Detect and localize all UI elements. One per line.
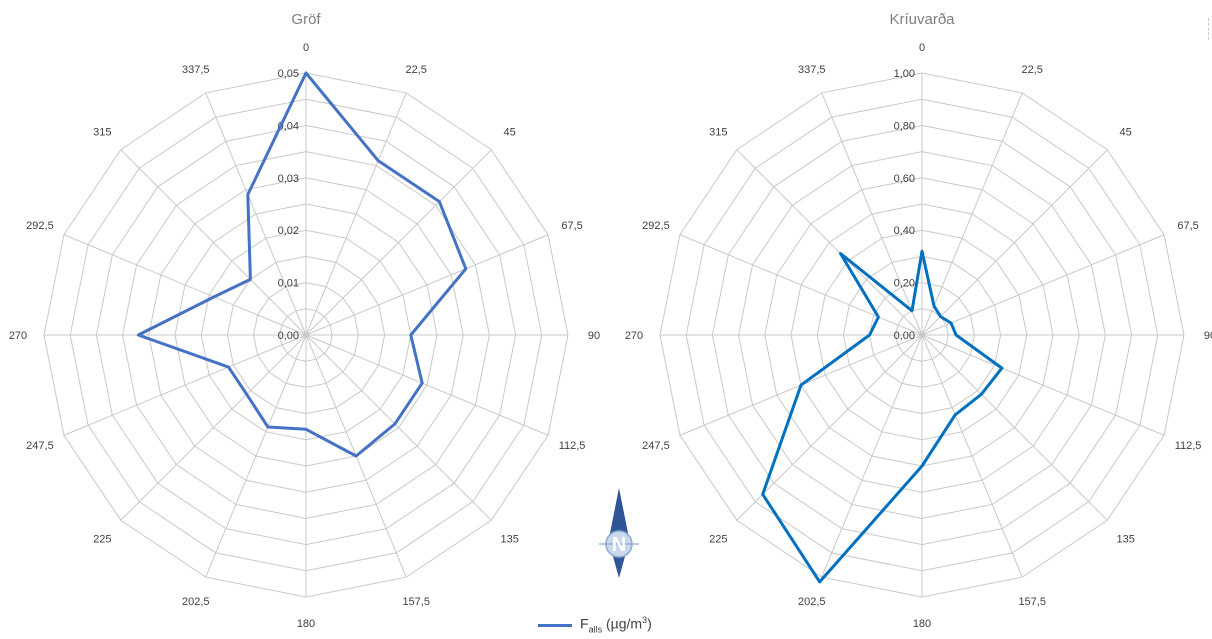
grid-spoke: [921, 334, 1108, 521]
grid-spoke: [120, 149, 307, 336]
direction-label: 22,5: [406, 64, 427, 76]
grid-spoke: [679, 234, 923, 336]
direction-label: 202,5: [798, 596, 826, 608]
grid-spoke: [821, 334, 923, 578]
direction-label: 247,5: [642, 440, 670, 452]
chart-title: Gröf: [291, 11, 321, 28]
tick-label: 0,05: [278, 68, 299, 80]
tick-label: 0,01: [278, 278, 299, 290]
direction-label: 135: [1116, 534, 1134, 546]
tick-label: 0,80: [894, 120, 915, 132]
grid-spoke: [736, 149, 923, 336]
direction-label: 0: [303, 42, 309, 54]
legend-label: Falls (µg/m3): [580, 615, 652, 634]
direction-label: 225: [709, 534, 727, 546]
tick-label: 0,60: [894, 173, 915, 185]
direction-label: 67,5: [1177, 220, 1198, 232]
direction-label: 67,5: [561, 220, 582, 232]
direction-label: 135: [500, 534, 518, 546]
direction-label: 157,5: [402, 596, 430, 608]
tick-label: 0,03: [278, 173, 299, 185]
direction-label: 292,5: [642, 220, 670, 232]
direction-label: 180: [913, 618, 931, 630]
grid-spoke: [921, 92, 1023, 336]
grid-spoke: [305, 234, 549, 336]
tick-label: 0,00: [278, 330, 299, 342]
chart-title: Kríuvarða: [889, 11, 955, 28]
grid-spoke: [921, 334, 1023, 578]
direction-label: 45: [504, 126, 516, 138]
direction-label: 315: [93, 126, 111, 138]
series-line: [761, 249, 1004, 584]
grid-spoke: [305, 334, 549, 436]
grid-spoke: [736, 334, 923, 521]
direction-label: 0: [919, 42, 925, 54]
grid-spoke: [305, 92, 407, 336]
direction-label: 337,5: [798, 64, 826, 76]
compass-letter: N: [612, 534, 626, 556]
tick-label: 0,40: [894, 225, 915, 237]
direction-label: 247,5: [26, 440, 54, 452]
direction-label: 45: [1120, 126, 1132, 138]
north-arrow-icon: N: [599, 488, 639, 578]
tick-label: 1,00: [894, 68, 915, 80]
direction-label: 270: [625, 330, 643, 342]
grid-spoke: [120, 334, 307, 521]
grid-spoke: [921, 149, 1108, 336]
grid-spoke: [305, 149, 492, 336]
direction-label: 180: [297, 618, 315, 630]
grid-spoke: [821, 92, 923, 336]
direction-label: 270: [9, 330, 27, 342]
tick-label: 0,00: [894, 330, 915, 342]
direction-label: 337,5: [182, 64, 210, 76]
direction-label: 202,5: [182, 596, 210, 608]
direction-label: 90: [1204, 330, 1212, 342]
legend-label-close: ): [647, 615, 652, 632]
window-corner-mark: [1202, 18, 1209, 40]
legend-label-sub: alls: [588, 624, 603, 635]
grid-spoke: [63, 234, 307, 336]
direction-label: 225: [93, 534, 111, 546]
legend-label-main: F: [580, 615, 589, 632]
grid-spoke: [205, 92, 307, 336]
legend-line-swatch: [538, 623, 572, 627]
radar-chart-grof: Gröf 0 22,5 45 67,5 90 112,5 135 157,5 180 202,5 22…: [9, 11, 600, 630]
legend: Falls (µg/m3): [538, 614, 652, 636]
radar-chart-kriuvarda: Kríuvarða 0 22,5 45 67,5 90 112,5 135 157,5 180 20…: [625, 11, 1212, 630]
grid-spoke: [921, 334, 1165, 436]
tick-label: 0,20: [894, 278, 915, 290]
direction-label: 22,5: [1022, 64, 1043, 76]
direction-label: 157,5: [1018, 596, 1046, 608]
north-arrow-top: [609, 488, 629, 538]
direction-label: 315: [709, 126, 727, 138]
legend-label-sup: 3: [642, 615, 648, 626]
grid-spoke: [921, 234, 1165, 336]
grid-spoke: [205, 334, 307, 578]
grid-spoke: [305, 334, 492, 521]
tick-label: 0,02: [278, 225, 299, 237]
legend-label-unit: (µg/m: [602, 615, 643, 632]
direction-label: 112,5: [1175, 440, 1202, 452]
direction-label: 112,5: [559, 440, 586, 452]
direction-label: 90: [588, 330, 600, 342]
grid-spoke: [63, 334, 307, 436]
direction-label: 292,5: [26, 220, 54, 232]
